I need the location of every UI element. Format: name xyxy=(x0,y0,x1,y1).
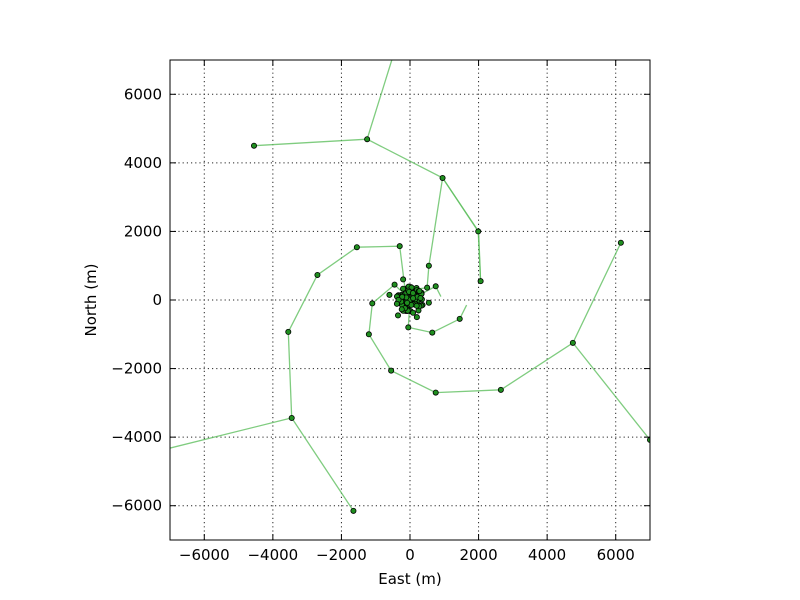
station-point xyxy=(432,283,439,290)
station-point xyxy=(369,300,376,307)
core-station-point xyxy=(413,302,420,309)
x-tick-label: 6000 xyxy=(597,546,635,564)
station-point xyxy=(394,312,401,319)
station-point xyxy=(314,271,321,278)
station-point xyxy=(425,262,432,269)
axis-ticks xyxy=(170,60,650,540)
y-axis-label: North (m) xyxy=(82,263,100,336)
station-point xyxy=(497,386,504,393)
station-point xyxy=(456,315,463,322)
core-station-point xyxy=(410,309,417,316)
station-point xyxy=(439,174,446,181)
core-station-point xyxy=(404,299,411,306)
y-tick-label: 2000 xyxy=(124,222,162,240)
station-point xyxy=(400,276,407,283)
core-station-point xyxy=(393,300,400,307)
station-point xyxy=(350,507,357,514)
core-station-point xyxy=(410,295,417,302)
x-tick-label: 2000 xyxy=(459,546,497,564)
x-tick-labels: −6000 −4000 −2000 0 2000 4000 6000 xyxy=(179,546,635,564)
station-point xyxy=(365,331,372,338)
station-point xyxy=(413,314,420,321)
station-point xyxy=(432,389,439,396)
station-point xyxy=(617,239,624,246)
station-point xyxy=(391,281,398,288)
station-point xyxy=(424,284,431,291)
arm-line xyxy=(572,342,650,441)
core-station-point xyxy=(409,290,416,297)
y-tick-label: −4000 xyxy=(111,428,162,446)
station-point xyxy=(386,291,393,298)
station-point xyxy=(647,436,650,443)
station-point xyxy=(475,228,482,235)
y-tick-label: −2000 xyxy=(111,360,162,378)
core-station-point xyxy=(417,295,424,302)
y-tick-labels: −6000 −4000 −2000 0 2000 4000 6000 xyxy=(111,85,162,514)
station-point xyxy=(425,299,432,306)
arm-line xyxy=(291,417,354,512)
y-tick-label: 4000 xyxy=(124,154,162,172)
x-tick-label: −4000 xyxy=(247,546,298,564)
station-markers xyxy=(250,136,650,514)
core-station-point xyxy=(400,285,407,292)
y-tick-label: 0 xyxy=(152,291,162,309)
station-point xyxy=(405,324,412,331)
y-tick-label: 6000 xyxy=(124,85,162,103)
station-point xyxy=(569,339,576,346)
x-tick-label: 0 xyxy=(405,546,415,564)
x-tick-label: 4000 xyxy=(528,546,566,564)
station-point xyxy=(364,136,371,143)
station-point xyxy=(388,367,395,374)
station-point xyxy=(285,328,292,335)
core-station-point xyxy=(416,288,423,295)
x-axis-label: East (m) xyxy=(378,570,441,588)
station-point xyxy=(288,414,295,421)
station-point xyxy=(396,243,403,250)
x-tick-label: −2000 xyxy=(316,546,367,564)
station-point xyxy=(477,278,484,285)
y-tick-label: −6000 xyxy=(111,497,162,515)
station-point xyxy=(250,142,257,149)
station-point xyxy=(429,329,436,336)
station-point xyxy=(353,244,360,251)
x-tick-label: −6000 xyxy=(179,546,230,564)
core-station-point xyxy=(398,306,405,313)
arm-line xyxy=(366,60,393,140)
